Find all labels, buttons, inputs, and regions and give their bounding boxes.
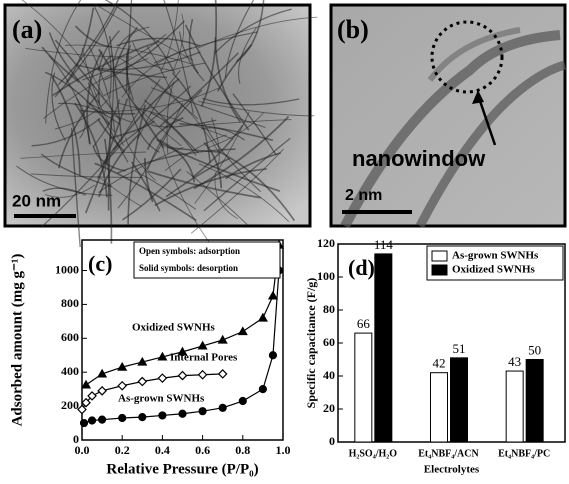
y-tick-label: 200	[61, 398, 79, 412]
point	[199, 408, 206, 415]
bar	[506, 371, 523, 442]
y-tick-label: 800	[61, 296, 79, 310]
note: Open symbols: adsorption	[139, 246, 240, 256]
y-tick-label: 20	[323, 401, 335, 415]
value-label: 51	[453, 341, 466, 356]
bar	[431, 373, 448, 442]
value-label: 66	[357, 316, 371, 331]
x-tick-label: 0.6	[195, 443, 210, 457]
value-label: 42	[433, 356, 446, 371]
point	[78, 405, 86, 413]
image-panel: (b) nanowindow 2 nm	[331, 5, 565, 226]
point	[99, 416, 106, 423]
bar	[375, 254, 392, 442]
x-tick-label: 0.8	[235, 443, 250, 457]
x-tick-label: H₂SO₄/H₂O	[349, 448, 398, 459]
value-label: 114	[374, 237, 394, 252]
y-tick-label: 600	[61, 330, 79, 344]
x-tick-label: 1.0	[276, 443, 291, 457]
y-axis-label: Adsorbed amount (mg g⁻¹)	[9, 254, 25, 427]
point	[239, 328, 247, 335]
point	[269, 352, 276, 359]
x-axis-label: Relative Pressure (P/P₀)	[106, 461, 258, 477]
y-tick-label: 1000	[55, 262, 79, 276]
point	[81, 420, 88, 427]
annotation: Internal Pores	[170, 352, 238, 364]
scale-label: 20 nm	[12, 191, 61, 210]
point	[89, 417, 96, 424]
point	[179, 410, 186, 417]
point	[158, 374, 166, 382]
scale-label: 2 nm	[345, 187, 382, 204]
point	[219, 404, 226, 411]
panel-label: (c)	[88, 251, 112, 276]
annotation: As-grown SWNHs	[118, 393, 205, 405]
panel-label: (b)	[337, 15, 369, 44]
point	[259, 386, 266, 393]
figure: (a) 20 nm (b) nanowindow 2 nm 0.00.20.40…	[0, 0, 569, 484]
point	[219, 336, 227, 343]
x-tick-label: Et₄NBF₄/ACN	[418, 448, 479, 459]
y-tick-label: 400	[61, 364, 79, 378]
value-label: 50	[528, 342, 541, 357]
bar	[355, 333, 372, 442]
legend-swatch	[432, 251, 447, 261]
point	[139, 414, 146, 421]
y-tick-label: 40	[323, 368, 335, 382]
legend-label: As-grown SWNHs	[452, 250, 539, 262]
point	[118, 382, 126, 390]
x-tick-label: 0.4	[155, 443, 170, 457]
y-tick-label: 0	[73, 432, 79, 446]
point	[179, 372, 187, 380]
point	[138, 378, 146, 386]
value-label: 43	[508, 354, 521, 369]
bar	[526, 360, 543, 443]
point	[259, 314, 267, 321]
y-axis-label: Specific capacitance (F/g)	[304, 278, 318, 409]
point	[159, 412, 166, 419]
image-panel: (a) 20 nm	[5, 0, 317, 250]
point	[199, 371, 207, 379]
page: (a) 20 nm (b) nanowindow 2 nm 0.00.20.40…	[0, 0, 569, 484]
legend-swatch	[432, 265, 447, 275]
x-axis-label: Electrolytes	[424, 464, 480, 476]
y-tick-label: 100	[317, 269, 335, 283]
y-tick-label: 80	[323, 302, 335, 316]
point	[239, 398, 246, 405]
annotation: nanowindow	[352, 146, 486, 171]
legend-label: Oxidized SWNHs	[452, 264, 536, 276]
annotation: Oxidized SWNHs	[132, 322, 216, 334]
note: Solid symbols: desorption	[139, 263, 238, 273]
point	[98, 387, 106, 395]
point	[219, 370, 227, 378]
y-tick-label: 60	[323, 335, 335, 349]
x-tick-label: Et₄NBF₄/PC	[498, 448, 550, 459]
y-tick-label: 120	[317, 236, 335, 250]
x-tick-label: 0.2	[115, 443, 130, 457]
panel-label: (a)	[12, 15, 42, 44]
point	[119, 414, 126, 421]
panel-label: (d)	[348, 255, 375, 280]
y-tick-label: 0	[329, 434, 335, 448]
point	[82, 381, 90, 388]
bar	[451, 358, 468, 442]
point	[269, 292, 277, 299]
